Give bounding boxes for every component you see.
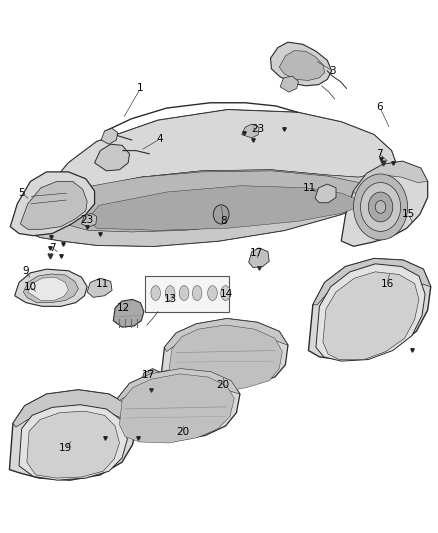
Text: 23: 23 (81, 215, 94, 225)
Polygon shape (20, 181, 87, 229)
Ellipse shape (221, 286, 230, 301)
Polygon shape (120, 374, 234, 443)
Text: 7: 7 (49, 243, 56, 253)
Text: 20: 20 (177, 427, 190, 438)
Polygon shape (28, 277, 68, 301)
Ellipse shape (151, 286, 160, 301)
Polygon shape (95, 144, 130, 171)
Polygon shape (13, 390, 137, 427)
Text: 14: 14 (220, 289, 233, 299)
Polygon shape (315, 184, 336, 203)
Circle shape (353, 174, 408, 240)
Polygon shape (118, 368, 240, 400)
Circle shape (375, 200, 386, 213)
Circle shape (360, 182, 401, 231)
Polygon shape (113, 300, 144, 327)
Polygon shape (23, 274, 78, 303)
Ellipse shape (179, 286, 189, 301)
Polygon shape (19, 405, 127, 480)
Ellipse shape (208, 286, 217, 301)
Text: 8: 8 (220, 216, 227, 227)
Text: 9: 9 (23, 266, 29, 276)
Polygon shape (11, 172, 95, 236)
Ellipse shape (192, 286, 202, 301)
Text: 17: 17 (250, 248, 263, 258)
Polygon shape (280, 76, 298, 92)
Text: 12: 12 (117, 303, 131, 313)
Polygon shape (161, 319, 288, 390)
Polygon shape (101, 128, 118, 144)
Text: 11: 11 (95, 279, 109, 288)
Text: 4: 4 (157, 134, 163, 144)
Polygon shape (10, 390, 137, 480)
Text: 5: 5 (18, 188, 25, 198)
Text: 10: 10 (24, 282, 37, 292)
Text: 19: 19 (59, 443, 72, 453)
Polygon shape (81, 213, 97, 227)
Text: 17: 17 (141, 370, 155, 381)
Text: 11: 11 (303, 183, 316, 193)
Polygon shape (313, 259, 431, 305)
Polygon shape (27, 411, 120, 478)
Polygon shape (316, 264, 425, 361)
Polygon shape (44, 110, 397, 224)
Text: 3: 3 (329, 66, 336, 76)
Circle shape (213, 205, 229, 224)
Polygon shape (27, 110, 397, 246)
Bar (145, 276, 229, 312)
Polygon shape (88, 185, 359, 230)
Polygon shape (68, 171, 378, 232)
Polygon shape (14, 269, 87, 306)
Polygon shape (323, 272, 419, 360)
Polygon shape (114, 368, 240, 441)
Polygon shape (353, 161, 427, 195)
Text: 6: 6 (376, 102, 383, 112)
Polygon shape (308, 259, 431, 360)
Text: 15: 15 (402, 209, 416, 220)
Text: 13: 13 (163, 294, 177, 304)
Polygon shape (279, 51, 325, 80)
Text: 23: 23 (251, 124, 264, 134)
Polygon shape (341, 161, 427, 246)
Polygon shape (164, 319, 288, 352)
Polygon shape (249, 248, 269, 268)
Polygon shape (141, 368, 162, 390)
Polygon shape (87, 278, 112, 297)
Ellipse shape (165, 286, 175, 301)
Polygon shape (169, 325, 283, 393)
Text: 20: 20 (216, 379, 229, 390)
Polygon shape (27, 166, 397, 246)
Polygon shape (271, 42, 332, 86)
Text: 1: 1 (137, 83, 144, 93)
Polygon shape (242, 124, 259, 138)
Circle shape (368, 192, 393, 222)
Text: 16: 16 (381, 279, 394, 288)
Text: 7: 7 (376, 149, 383, 159)
